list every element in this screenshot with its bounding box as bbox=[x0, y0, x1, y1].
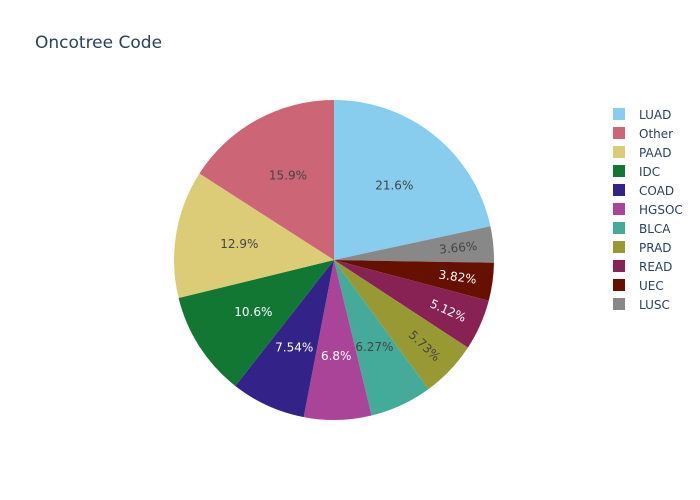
legend-item-blca[interactable]: BLCA bbox=[613, 222, 671, 236]
legend-item-uec[interactable]: UEC bbox=[613, 279, 664, 293]
pie-slice-uec[interactable] bbox=[334, 260, 494, 301]
slice-label-luad: 21.6% bbox=[375, 178, 413, 192]
legend-swatch-coad bbox=[613, 184, 625, 196]
pie-slice-prad[interactable] bbox=[334, 260, 468, 390]
slice-label-lusc: 3.66% bbox=[439, 239, 478, 257]
chart-title: Oncotree Code bbox=[35, 33, 163, 53]
pie-slice-paad[interactable] bbox=[174, 173, 334, 299]
legend-item-luad[interactable]: LUAD bbox=[613, 108, 671, 122]
legend-swatch-uec bbox=[613, 279, 625, 291]
legend-label-paad: PAAD bbox=[639, 146, 671, 160]
legend-swatch-lusc bbox=[613, 298, 625, 310]
legend-item-paad[interactable]: PAAD bbox=[613, 146, 671, 160]
pie-slice-idc[interactable] bbox=[178, 260, 334, 386]
legend-label-hgsoc: HGSOC bbox=[639, 203, 683, 217]
slice-label-paad: 12.9% bbox=[220, 237, 258, 251]
legend-item-lusc[interactable]: LUSC bbox=[613, 298, 670, 312]
legend-label-blca: BLCA bbox=[639, 222, 671, 236]
legend: LUAD Other PAAD IDC COAD HGSOC BLCA PRAD READ UEC… bbox=[613, 108, 683, 312]
legend-label-coad: COAD bbox=[639, 184, 674, 198]
legend-swatch-other bbox=[613, 127, 625, 139]
legend-swatch-luad bbox=[613, 108, 625, 120]
pie-slice-lusc[interactable] bbox=[334, 226, 494, 263]
legend-swatch-blca bbox=[613, 222, 625, 234]
legend-label-luad: LUAD bbox=[639, 108, 671, 122]
legend-label-lusc: LUSC bbox=[639, 298, 670, 312]
legend-swatch-idc bbox=[613, 165, 625, 177]
slice-label-blca: 6.27% bbox=[355, 340, 393, 354]
slice-label-uec: 3.82% bbox=[438, 268, 478, 287]
slice-label-idc: 10.6% bbox=[234, 305, 272, 319]
legend-item-hgsoc[interactable]: HGSOC bbox=[613, 203, 683, 217]
legend-item-read[interactable]: READ bbox=[613, 260, 672, 274]
pie-slice-blca[interactable] bbox=[334, 260, 429, 416]
legend-item-idc[interactable]: IDC bbox=[613, 165, 660, 179]
pie-slice-coad[interactable] bbox=[235, 260, 334, 418]
pie-slice-luad[interactable] bbox=[334, 100, 491, 260]
pie-slices bbox=[174, 100, 494, 421]
legend-label-read: READ bbox=[639, 260, 672, 274]
slice-label-hgsoc: 6.8% bbox=[321, 349, 352, 363]
legend-swatch-read bbox=[613, 260, 625, 272]
legend-label-uec: UEC bbox=[639, 279, 664, 293]
slice-label-other: 15.9% bbox=[269, 169, 307, 183]
legend-item-prad[interactable]: PRAD bbox=[613, 241, 672, 255]
legend-swatch-prad bbox=[613, 241, 625, 253]
legend-label-other: Other bbox=[639, 127, 673, 141]
pie-slice-hgsoc[interactable] bbox=[303, 260, 372, 421]
legend-swatch-paad bbox=[613, 146, 625, 158]
legend-item-other[interactable]: Other bbox=[613, 127, 673, 141]
slice-label-coad: 7.54% bbox=[275, 340, 313, 354]
legend-label-prad: PRAD bbox=[639, 241, 672, 255]
legend-swatch-hgsoc bbox=[613, 203, 625, 215]
legend-label-idc: IDC bbox=[639, 165, 660, 179]
legend-item-coad[interactable]: COAD bbox=[613, 184, 674, 198]
pie-slice-other[interactable] bbox=[199, 100, 334, 260]
pie-slice-read[interactable] bbox=[334, 260, 489, 348]
